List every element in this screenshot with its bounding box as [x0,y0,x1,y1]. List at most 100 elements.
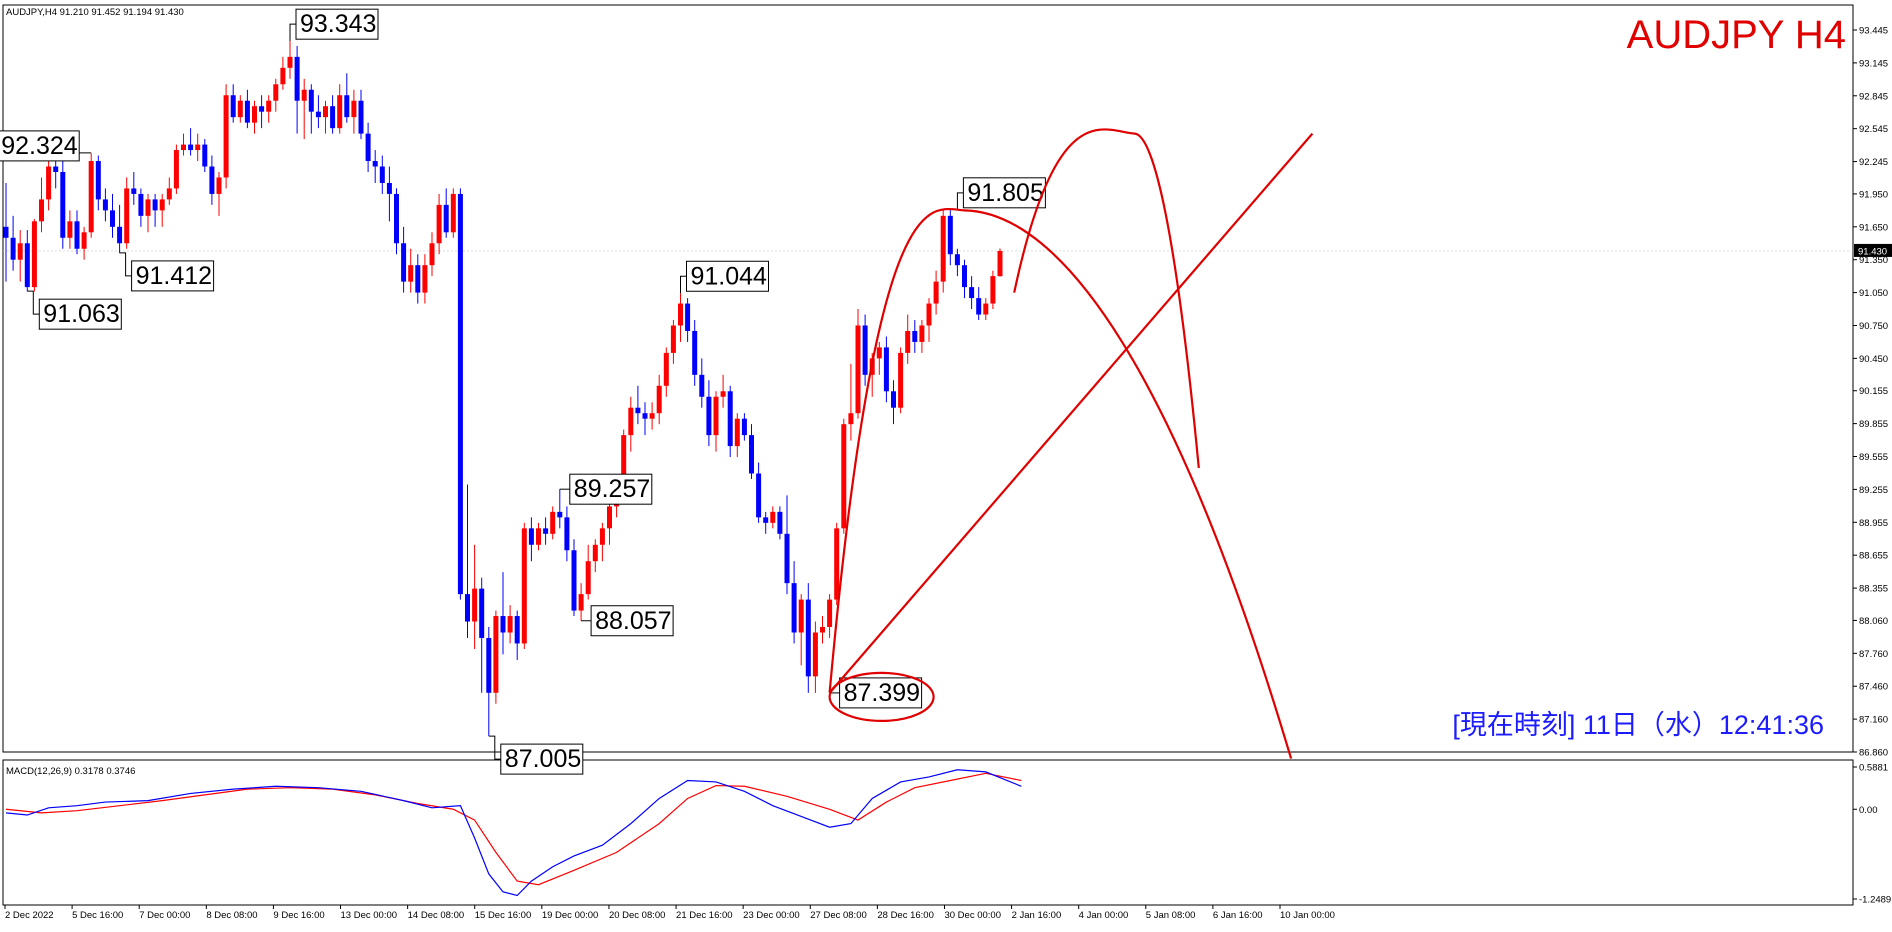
price-label-box [962,177,1046,209]
price-tick-label: 87.760 [1859,649,1888,660]
candle [202,139,208,172]
macd-label: MACD(12,26,9) 0.3178 0.3746 [6,766,135,777]
candle-body [720,391,726,397]
candle-body [571,550,577,611]
candle [450,188,456,238]
macd-signal-line [5,772,1022,886]
candle [323,100,328,134]
candle-body [692,330,698,375]
candle [173,144,179,194]
candle-body [663,352,669,386]
candle [883,336,889,403]
candle-body [124,188,130,244]
candle-body [905,330,911,353]
candle [465,484,470,638]
candle-body [791,583,797,633]
candle [635,385,641,425]
candle-body [401,243,407,282]
candle-body [372,161,378,167]
price-axis: 93.445 93.145 92.845 92.545 92.245 91.950 91.6… [1853,26,1888,759]
candle-body [976,298,982,315]
candle [791,561,797,644]
candle-body [110,210,115,227]
price-tick-label: 87.160 [1859,715,1888,726]
candle-body [280,67,286,85]
time-tick-label: 13 Dec 00:00 [341,910,398,921]
price-label-box [0,130,80,162]
candle [763,511,769,534]
candle [315,95,321,129]
candle [912,320,918,353]
price-label: 91.063 [27,290,122,330]
candle-body [195,144,201,151]
candle [230,84,236,123]
time-tick-label: 28 Dec 16:00 [877,910,934,921]
price-label-box [131,260,215,292]
time-tick-label: 30 Dec 00:00 [944,910,1001,921]
time-tick-label: 23 Dec 00:00 [743,910,800,921]
candle-body [543,528,549,534]
candle-body [891,391,896,408]
price-label-box [295,8,379,40]
price-tick-label: 91.650 [1859,222,1888,233]
candle [365,122,371,172]
candle-body [642,413,648,419]
candle-body [379,166,385,183]
candle [358,89,364,140]
candle [543,517,549,545]
time-tick-label: 19 Dec 00:00 [542,910,599,921]
price-tick-label: 89.855 [1859,419,1888,430]
candle [592,539,598,573]
time-tick-label: 7 Dec 00:00 [139,910,190,921]
candle [152,193,158,227]
candle [259,95,265,129]
candle-body [472,588,478,622]
candle [379,155,385,194]
candle [401,226,407,293]
candle-body [962,265,967,288]
candle [855,309,861,419]
price-label-text: 92.324 [1,132,78,160]
candle [209,155,215,205]
candle-body [67,221,73,238]
candle [969,276,975,310]
candle-body [46,166,52,200]
candle [947,209,953,266]
candle-body [670,325,676,353]
candle-body [876,347,882,359]
candle [770,506,776,529]
candle-body [117,226,123,244]
candle [3,182,9,282]
price-tick-label: 90.750 [1859,321,1888,332]
candle-body [507,616,513,633]
candle-body [394,193,399,244]
candle-body [706,396,712,436]
candle-body [337,95,343,129]
candle [422,254,428,304]
candle-body [713,396,719,436]
candle [493,610,499,704]
price-label: 88.057 [581,605,674,637]
candle [656,374,662,425]
price-label-box [590,605,674,637]
candle-body [408,265,414,282]
price-tick-label: 92.545 [1859,124,1888,135]
candle-body [358,100,364,134]
candle-body [685,303,691,331]
macd-panel: MACD(12,26,9) 0.3178 0.3746 0.5881 0.00 -1.… [5,763,1891,906]
low-highlight-ellipse [828,671,935,723]
candle-body [39,199,44,222]
time-tick-label: 6 Jan 16:00 [1213,910,1263,921]
macd-panel-frame [2,759,1854,906]
candle-body [883,347,889,392]
candle [124,177,130,249]
price-label: 87.005 [488,735,584,775]
candle [585,544,591,600]
candle-body [31,221,37,288]
candle [138,188,144,227]
candle-body [259,106,265,112]
candle-body [635,407,641,414]
candle [337,84,343,134]
time-tick-label: 14 Dec 08:00 [408,910,465,921]
candle [472,544,478,649]
